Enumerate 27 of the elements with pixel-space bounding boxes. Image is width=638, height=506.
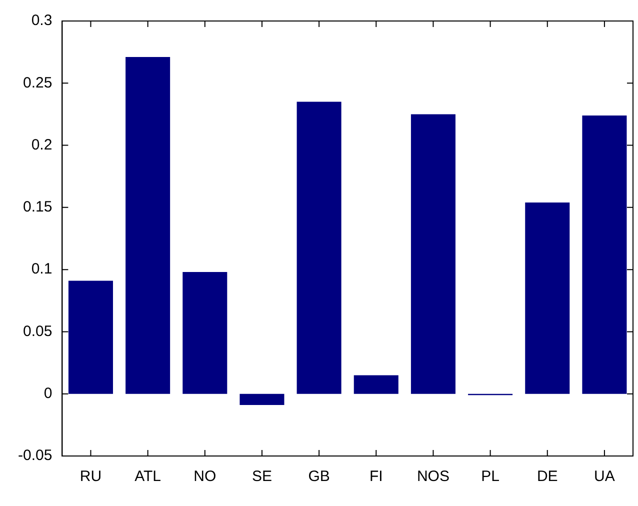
- x-tick-label: FI: [369, 468, 383, 486]
- bar: [182, 272, 228, 394]
- x-tick-label: DE: [536, 468, 558, 486]
- x-tick-label: SE: [252, 468, 272, 486]
- y-tick-label: 0: [44, 385, 52, 402]
- bar: [68, 280, 113, 394]
- bar: [240, 394, 284, 406]
- x-tick-label: GB: [308, 468, 330, 486]
- bar: [525, 202, 570, 394]
- x-tick-label: NOS: [416, 468, 450, 486]
- bar: [410, 114, 456, 394]
- y-tick-label: -0.05: [18, 447, 52, 464]
- y-tick-label: 0.15: [22, 198, 52, 216]
- bar: [354, 375, 398, 394]
- y-tick-label: 0.3: [31, 12, 52, 30]
- y-tick-label: 0.1: [31, 260, 52, 278]
- x-tick-label: ATL: [134, 468, 162, 486]
- bar: [582, 115, 627, 394]
- y-tick-label: 0.2: [31, 136, 52, 154]
- bar: [126, 57, 170, 394]
- x-tick-label: PL: [481, 468, 500, 486]
- y-tick-label: 0.05: [22, 322, 52, 340]
- bar: [296, 102, 342, 394]
- x-tick-label: UA: [594, 468, 615, 486]
- x-tick-label: RU: [80, 468, 102, 486]
- x-tick-label: NO: [194, 468, 216, 486]
- y-tick-label: 0.25: [22, 74, 52, 92]
